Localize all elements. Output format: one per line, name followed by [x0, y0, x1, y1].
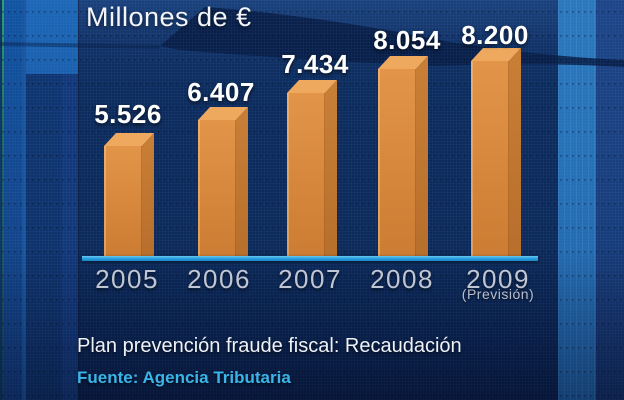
x-tick-note: (Previsión) — [461, 286, 535, 302]
background-left-column — [4, 0, 22, 400]
bar-face-top — [471, 48, 521, 61]
bar-face-top — [104, 133, 154, 146]
bar-face-top — [198, 107, 248, 120]
source-credit: Fuente: Agencia Tributaria — [77, 368, 291, 387]
chart-caption: Plan prevención fraude fiscal: Recaudaci… — [77, 335, 462, 357]
background-right-bright-band — [558, 0, 596, 400]
bar-value-label: 5.526 — [94, 99, 162, 129]
bar-face-side — [236, 107, 248, 256]
bar-face-front — [104, 146, 142, 256]
bar-face-top — [378, 56, 428, 69]
x-tick-label-2008: 2008 — [370, 264, 434, 294]
bar-face-front — [471, 61, 509, 256]
x-axis-line — [82, 256, 538, 261]
bar-face-top — [287, 80, 337, 93]
bar-2008 — [378, 56, 428, 256]
bar-2009 — [471, 48, 521, 256]
x-tick-label-2007: 2007 — [278, 264, 342, 294]
bar-value-label: 6.407 — [187, 77, 255, 107]
chart-title: Millones de € — [86, 2, 252, 32]
bar-value-label: 8.054 — [373, 25, 441, 55]
background-left-column — [26, 74, 78, 400]
background-left-column — [0, 0, 4, 400]
bar-2006 — [198, 107, 248, 256]
background-left-column — [62, 74, 78, 400]
x-tick-label-2005: 2005 — [95, 264, 159, 294]
bar-face-side — [142, 133, 154, 256]
bar-2005 — [104, 133, 154, 256]
bar-value-label: 7.434 — [281, 49, 349, 79]
background-green-hairline — [2, 0, 4, 400]
background-left-bright-panel — [26, 0, 78, 74]
bar-face-side — [325, 80, 337, 256]
bar-2007 — [287, 80, 337, 256]
bar-value-label: 8.200 — [461, 20, 529, 50]
bar-face-side — [416, 56, 428, 256]
bar-face-front — [198, 120, 236, 256]
bar-face-front — [287, 93, 325, 256]
bar-face-front — [378, 69, 416, 256]
background-left-column — [22, 0, 27, 400]
bar-face-side — [509, 48, 521, 256]
background-right-dark-band — [596, 0, 624, 400]
x-tick-label-2009: 2009 — [466, 264, 530, 294]
x-tick-label-2006: 2006 — [187, 264, 251, 294]
